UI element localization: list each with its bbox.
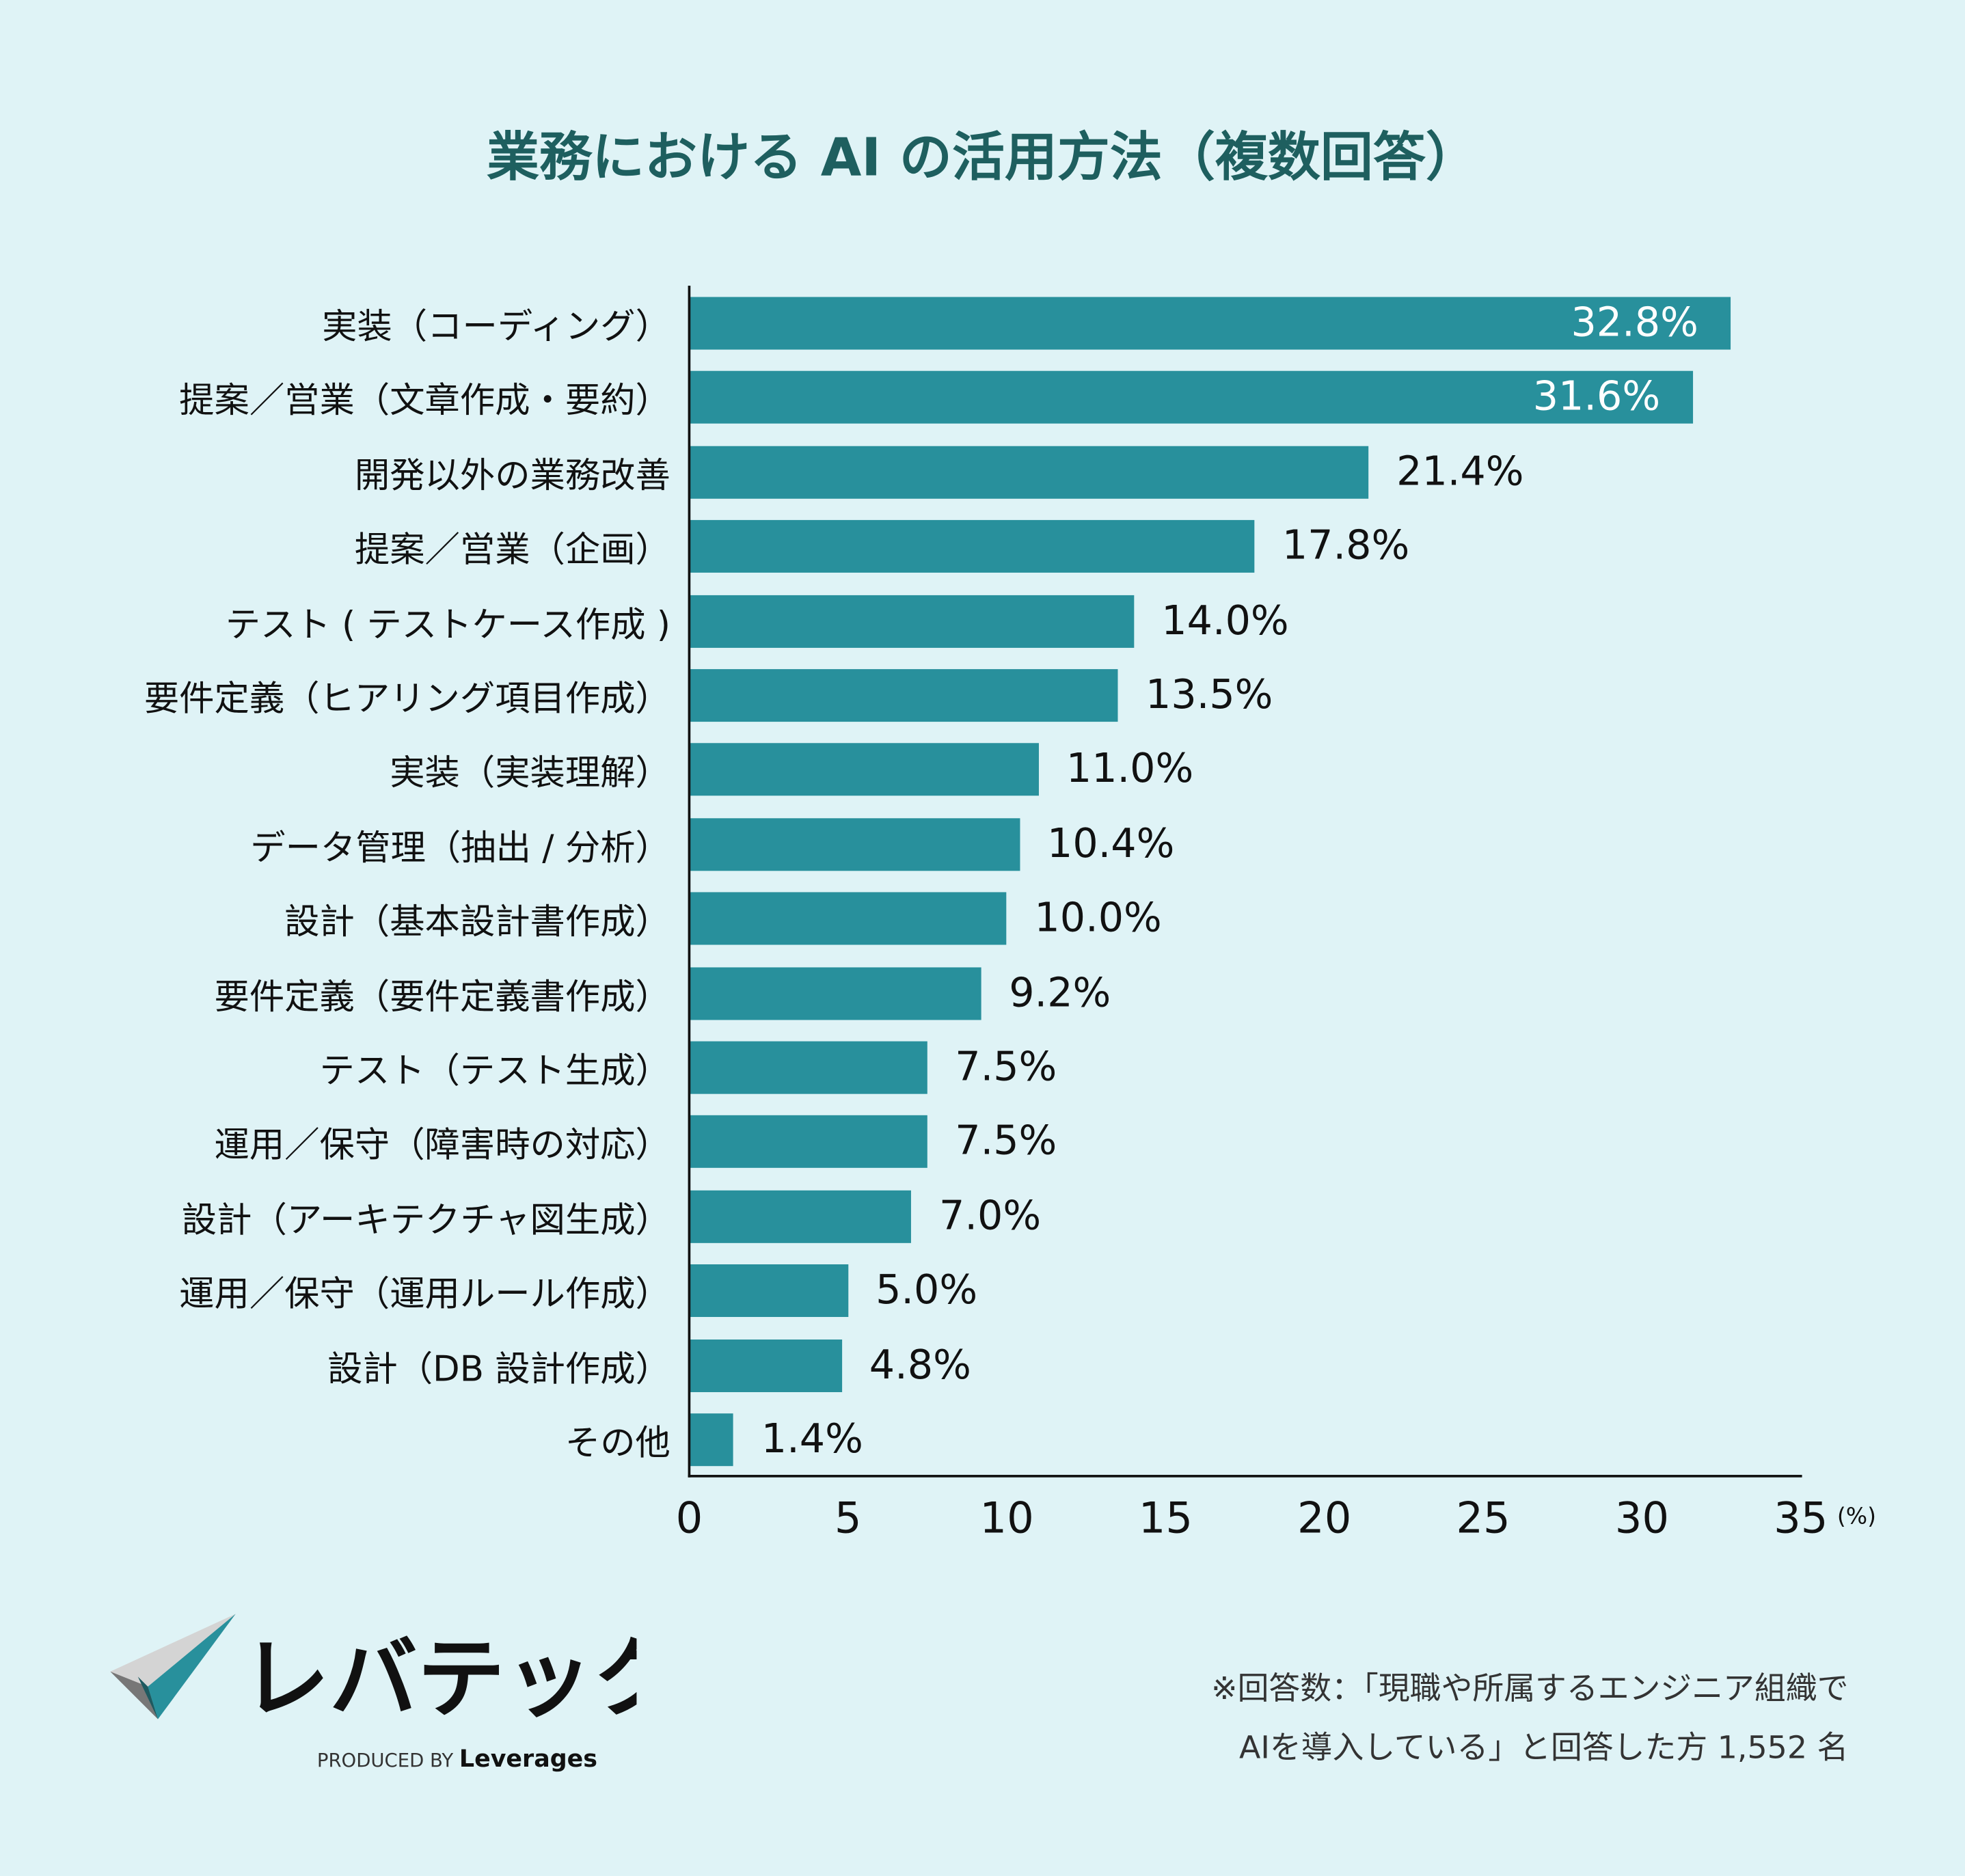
levtech-logo: レバテック PRODUCED BY Leverages [110, 1614, 637, 1773]
produced-by-text: PRODUCED BY Leverages [317, 1745, 597, 1773]
category-label: 設計（基本設計書作成） [284, 901, 670, 943]
category-label: 設計（アーキテクチャ図生成） [181, 1199, 670, 1240]
category-label: 設計（DB 設計作成） [327, 1348, 670, 1389]
category-label: テスト（テスト生成） [319, 1050, 670, 1091]
bar [689, 669, 1118, 722]
x-tick-label: 30 [1614, 1493, 1670, 1544]
bar [689, 1339, 842, 1392]
data-label: 17.8% [1282, 521, 1410, 569]
data-label: 32.8% [1571, 298, 1698, 346]
x-axis-unit: (%) [1837, 1504, 1877, 1530]
bar [689, 1115, 927, 1169]
bar [689, 817, 1020, 871]
logo-text: レバテック [242, 1629, 637, 1730]
data-label: 7.5% [955, 1042, 1057, 1091]
category-label: 提案／営業（文章作成・要約） [179, 380, 670, 422]
x-axis-line [688, 1475, 1802, 1478]
x-tick-label: 5 [834, 1493, 862, 1544]
category-label: 要件定義（ヒアリング項目作成） [144, 677, 670, 720]
data-label: 7.5% [955, 1117, 1057, 1165]
x-tick-label: 15 [1138, 1493, 1193, 1544]
footnote-line-1: ※回答数：「現職や所属するエンジニア組織で [1211, 1670, 1849, 1707]
x-tick-label: 0 [675, 1493, 703, 1544]
category-label: その他 [565, 1422, 670, 1464]
logo-mark-teal [148, 1614, 236, 1719]
data-label: 9.2% [1009, 968, 1111, 1016]
chart-title: 業務における AI の活用方法（複数回答） [486, 126, 1478, 189]
category-label: 実装（実装理解） [390, 752, 670, 794]
data-label: 10.4% [1047, 819, 1175, 867]
category-label: データ管理（抽出 / 分析） [250, 826, 670, 869]
bar [689, 1190, 912, 1243]
x-tick-label: 20 [1297, 1493, 1352, 1544]
bar [689, 595, 1134, 648]
data-label: 21.4% [1396, 447, 1524, 495]
bar [689, 743, 1039, 796]
category-label: 開発以外の業務改善 [354, 454, 670, 496]
data-label: 11.0% [1066, 744, 1194, 793]
data-label: 13.5% [1146, 670, 1273, 718]
category-label: 運用／保守（運用ルール作成） [179, 1273, 670, 1315]
bar [689, 297, 1731, 350]
x-tick-label: 10 [979, 1493, 1034, 1544]
footnote-line-2: AIを導入している」と回答した方 1,552 名 [1238, 1729, 1849, 1766]
bar [689, 371, 1693, 424]
data-label: 1.4% [761, 1415, 863, 1463]
x-tick-label: 35 [1774, 1493, 1828, 1544]
bar [689, 1264, 848, 1318]
bar [689, 520, 1255, 573]
category-label: テスト ( テストケース作成 ) [225, 603, 670, 645]
category-label: 運用／保守（障害時の対応） [214, 1124, 670, 1166]
bar [689, 1413, 734, 1467]
data-label: 4.8% [869, 1340, 971, 1388]
bar [689, 966, 981, 1020]
bar [689, 446, 1369, 499]
bar [689, 892, 1007, 945]
data-label: 31.6% [1532, 372, 1661, 420]
data-label: 5.0% [876, 1266, 978, 1314]
data-label: 7.0% [939, 1191, 1042, 1239]
bar [689, 1041, 927, 1094]
category-label: 提案／営業（企画） [354, 529, 670, 571]
y-axis-line [688, 286, 691, 1478]
category-label: 実装（コーディング） [322, 305, 670, 347]
x-tick-label: 25 [1456, 1493, 1510, 1544]
data-label: 14.0% [1161, 596, 1289, 644]
data-label: 10.0% [1034, 893, 1162, 942]
category-label: 要件定義（要件定義書作成） [214, 975, 670, 1018]
